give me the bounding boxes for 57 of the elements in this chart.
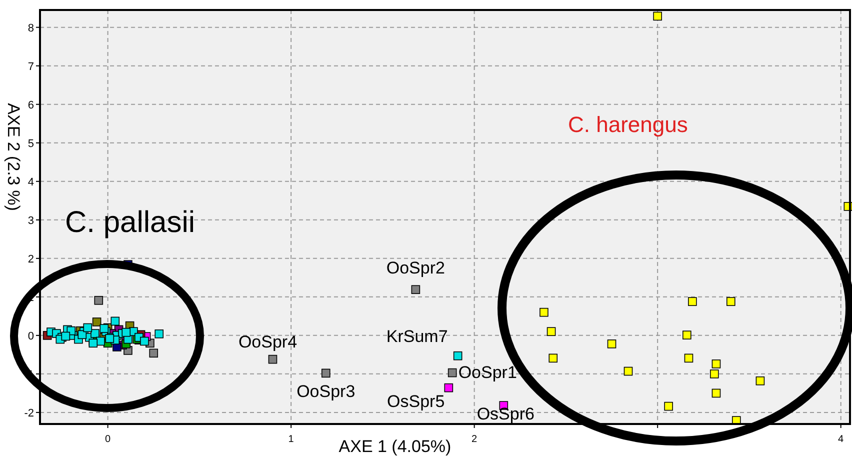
point (624, 366, 633, 376)
point (90, 329, 100, 338)
y-tick-label: 5 (28, 138, 34, 150)
y-tick-label: 4 (28, 176, 34, 188)
y-tick-label: 3 (28, 214, 34, 227)
annotation: OoSpr3 (296, 382, 356, 402)
point (110, 316, 120, 326)
annotation: KrSum7 (386, 326, 448, 346)
point (78, 330, 87, 340)
x-tick-label: 0 (105, 434, 112, 445)
y-tick-label: 0 (28, 330, 34, 342)
x-tick-label: 2 (472, 434, 478, 445)
x-tick-label: 4 (838, 434, 844, 445)
point (122, 328, 131, 337)
y-tick-label: 6 (28, 99, 34, 112)
point (540, 308, 548, 317)
point (149, 348, 158, 358)
point (653, 12, 662, 21)
point (411, 285, 420, 294)
point (100, 324, 109, 333)
y-tick-label: 7 (28, 60, 34, 73)
point (61, 332, 70, 341)
annotation: C. harengus (568, 112, 688, 137)
point (607, 339, 616, 348)
point (268, 354, 278, 364)
point (684, 354, 694, 363)
x-tick-label: 1 (288, 434, 294, 445)
point (92, 318, 102, 326)
point (710, 370, 719, 378)
point (712, 360, 721, 368)
point (756, 376, 765, 386)
annotation: C. pallasii (65, 206, 196, 239)
annotation: OoSpr4 (238, 332, 298, 352)
point (444, 383, 454, 392)
point (546, 327, 556, 336)
annotation: OsSpr6 (476, 404, 534, 424)
x-axis-title: AXE 1 (4.05%) (338, 437, 452, 456)
point (448, 368, 457, 378)
point (712, 388, 721, 398)
y-tick-label: 8 (28, 22, 34, 34)
point (726, 297, 736, 306)
annotation: OsSpr5 (387, 392, 445, 411)
point (321, 368, 330, 378)
point (83, 323, 92, 332)
point (682, 330, 692, 340)
y-tick-label: -2 (24, 407, 34, 420)
annotation: OoSpr1 (458, 362, 517, 382)
point (664, 402, 673, 411)
point (548, 354, 558, 363)
y-axis-title: AXE 2 (2.3 %) (4, 103, 23, 211)
point (94, 296, 104, 305)
annotation: OoSpr2 (386, 258, 445, 278)
point (140, 336, 149, 346)
point (688, 297, 697, 306)
point (154, 329, 164, 338)
point (453, 351, 462, 360)
y-tick-label: 2 (28, 253, 34, 266)
